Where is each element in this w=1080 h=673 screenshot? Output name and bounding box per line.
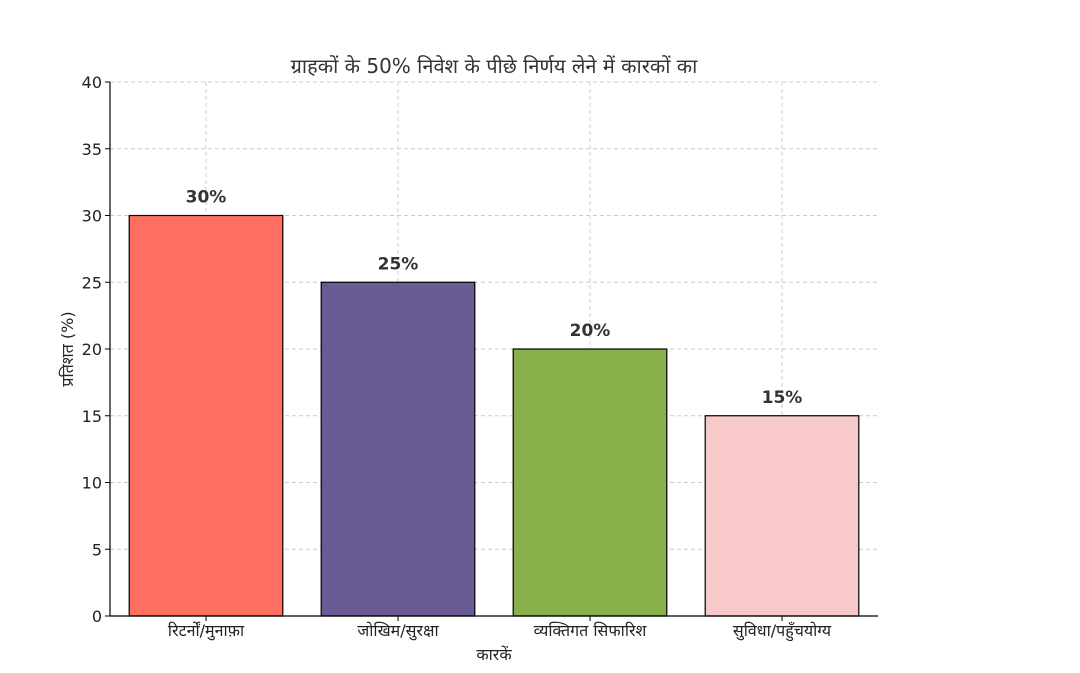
bar xyxy=(704,415,860,617)
x-tick-label: जोखिम/सुरक्षा xyxy=(357,621,439,641)
y-tick-label: 20 xyxy=(82,340,102,359)
x-tick-label: व्यक्तिगत सिफारिश xyxy=(534,621,648,640)
bar-data-label: 15% xyxy=(762,388,803,408)
bar-data-label: 30% xyxy=(186,188,227,208)
bar xyxy=(320,281,476,617)
bar xyxy=(128,214,284,617)
chart-title: ग्राहकों के 50% निवेश के पीछे निर्णय लेन… xyxy=(291,54,699,78)
x-tick-label: सुविधा/पहुँचयोग्य xyxy=(733,621,832,642)
y-tick-label: 40 xyxy=(82,73,102,92)
y-axis-title: प्रतिशत (%) xyxy=(58,311,77,386)
y-tick-label: 5 xyxy=(92,540,102,559)
x-axis-title: कारकें xyxy=(476,645,512,664)
y-tick-label: 15 xyxy=(82,407,102,426)
y-tick-label: 35 xyxy=(82,140,102,159)
y-tick-label: 30 xyxy=(82,207,102,226)
bar-data-label: 25% xyxy=(378,254,419,274)
y-tick-label: 0 xyxy=(92,607,102,626)
bar-data-label: 20% xyxy=(570,321,611,341)
bar xyxy=(512,348,668,617)
y-tick-label: 10 xyxy=(82,474,102,493)
x-tick-label: रिटर्नों/मुनाफ़ा xyxy=(168,621,245,641)
y-tick-label: 25 xyxy=(82,273,102,292)
